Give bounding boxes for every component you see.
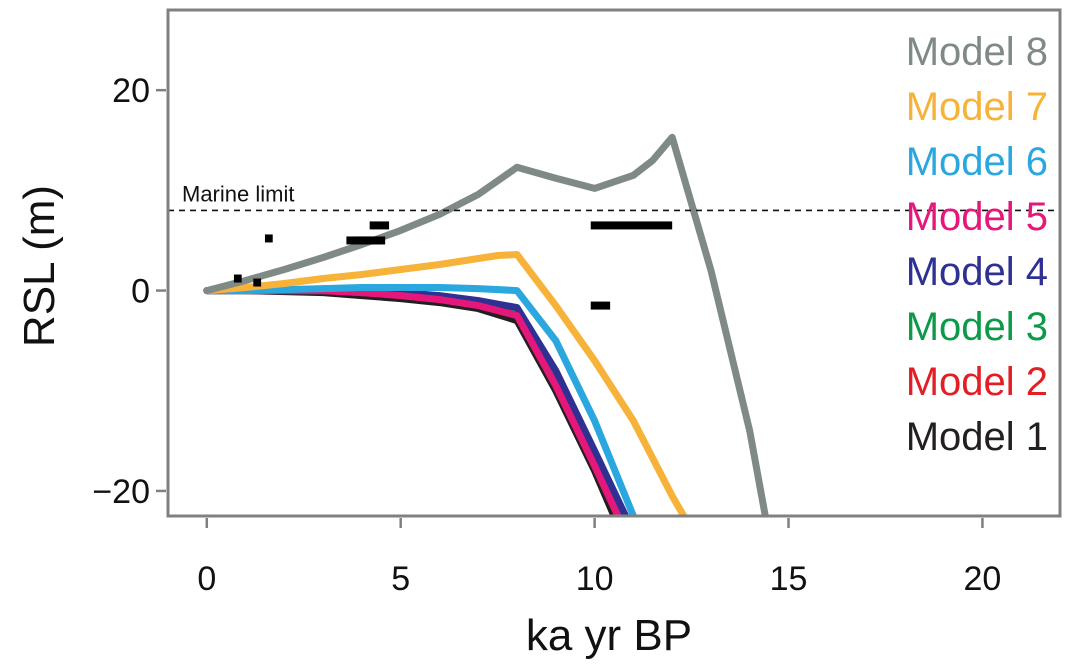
series-line-2	[203, 287, 622, 516]
y-tick-label: 20	[112, 72, 150, 110]
legend-entry: Model 7	[906, 85, 1048, 129]
legend-entry: Model 6	[906, 140, 1048, 184]
plot-frame	[166, 8, 1062, 518]
series-line-7	[203, 251, 688, 516]
legend-entry: Model 2	[906, 360, 1048, 404]
y-tick-label: −20	[92, 473, 150, 511]
observation-mark-2	[253, 278, 262, 287]
x-axis-title: ka yr BP	[526, 611, 692, 660]
x-tick-label: 10	[576, 560, 614, 598]
series-line-5	[203, 287, 622, 516]
observation-mark-6	[369, 221, 390, 230]
legend-entry: Model 5	[906, 195, 1048, 239]
x-axis: 0 5 10 15 20	[197, 518, 1001, 598]
observations-layer	[233, 221, 673, 310]
x-tick-label: 5	[391, 560, 410, 598]
observation-mark-3	[264, 234, 273, 243]
legend-entry: Model 8	[906, 30, 1048, 74]
observation-mark-8	[590, 301, 611, 310]
x-tick-label: 0	[197, 560, 216, 598]
observation-mark-7	[590, 221, 673, 230]
series-line-6	[203, 284, 637, 516]
series-line-8	[203, 133, 769, 516]
observation-mark-5	[358, 236, 386, 245]
marine-limit-label: Marine limit	[182, 181, 294, 206]
series-line-1	[203, 287, 618, 516]
legend-entry: Model 4	[906, 250, 1048, 294]
legend: Model 8 Model 7 Model 6 Model 5 Model 4 Model…	[906, 30, 1048, 459]
series-layer	[203, 133, 769, 516]
x-tick-label: 15	[770, 560, 808, 598]
legend-entry: Model 3	[906, 305, 1048, 349]
y-axis-title: RSL (m)	[15, 185, 64, 347]
observation-mark-1	[233, 274, 242, 283]
y-tick-label: 0	[131, 273, 150, 311]
y-axis: −20 0 20	[92, 72, 166, 511]
legend-entry: Model 1	[906, 415, 1048, 459]
x-tick-label: 20	[964, 560, 1002, 598]
